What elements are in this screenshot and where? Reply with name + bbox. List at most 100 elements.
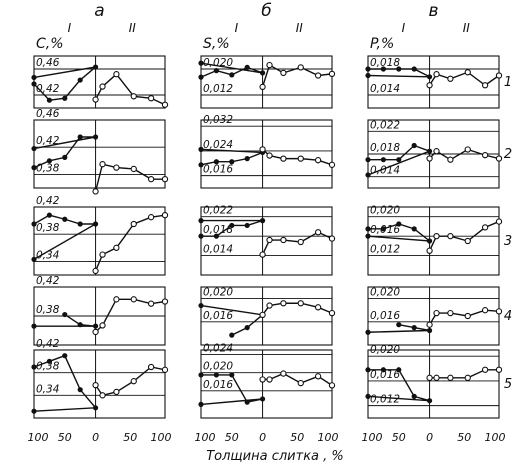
data-point-open [99,83,106,90]
series-line-left [33,65,98,101]
data-point-filled [365,233,371,239]
data-point-filled [411,66,417,72]
data-point-open [433,71,440,78]
data-point-open [328,382,336,389]
data-point-open [464,312,471,320]
y-axis-label: S,% [203,36,230,52]
data-point-open [280,300,287,307]
data-point-filled [365,66,371,72]
data-point-filled [426,238,433,244]
data-point-open [426,155,433,162]
data-point-open [99,392,106,399]
x-tick-label: 50 [392,431,406,444]
data-point-open [259,376,266,383]
data-point-open [259,83,266,91]
data-point-filled [31,323,37,329]
data-point-open [147,363,155,371]
data-point-filled [229,222,235,229]
series-line-left [367,324,430,333]
data-point-filled [365,72,371,79]
data-point-open [481,224,489,231]
data-point-open [447,75,454,82]
data-point-filled [380,66,386,72]
data-point-filled [365,329,371,335]
data-point-open [426,247,433,254]
data-point-filled [365,157,371,163]
data-point-filled [198,60,204,66]
series-line-right [429,369,499,379]
data-point-open [314,72,322,79]
data-point-filled [31,408,37,414]
data-point-open [481,151,489,159]
row-label: 2 [504,147,512,162]
data-point-open [297,300,304,307]
data-point-open [113,71,120,78]
data-point-open [266,61,273,69]
panel-frame [367,286,500,346]
data-point-open [113,164,120,171]
y-tick-label: 0,34 [36,249,59,261]
x-tick-label: 100 [485,431,506,444]
data-point-filled [426,148,433,154]
data-point-open [314,157,322,164]
y-tick-label: 0,016 [203,164,233,176]
data-point-filled [198,218,204,224]
data-point-open [147,95,155,102]
series-line-left [200,62,263,78]
data-point-filled [62,154,68,160]
section-label: II [463,21,471,35]
row-label: 3 [504,234,512,249]
series-line-right [429,148,500,161]
y-tick-label: 0,020 [370,287,400,299]
data-point-open [280,370,287,377]
section-label: I [402,21,406,35]
series-line-left [200,148,263,166]
data-point-filled [77,387,83,393]
y-tick-label: 0,46 [36,57,60,69]
data-point-open [464,146,471,153]
data-point-filled [31,221,37,227]
y-tick-label: 0,014 [370,83,400,95]
data-point-open [464,69,471,76]
data-point-open [130,165,137,173]
y-tick-label: 0,022 [370,119,400,131]
data-point-open [113,296,120,303]
data-point-filled [259,70,266,76]
y-tick-label: 0,018 [203,224,233,236]
data-point-filled [229,72,235,78]
data-point-filled [229,372,235,378]
data-point-filled [198,401,204,407]
y-tick-label: 0,024 [203,343,233,355]
data-point-open [147,214,155,221]
data-point-filled [198,162,204,168]
data-point-open [259,146,266,153]
series-line-right [94,163,165,192]
data-point-filled [365,393,371,399]
data-point-filled [213,372,219,378]
data-point-open [113,388,120,396]
y-tick-label: 0,016 [370,369,400,381]
data-point-open [259,251,266,258]
y-axis-label: P,% [370,36,394,52]
data-point-open [161,212,169,219]
data-point-open [464,237,471,245]
data-point-open [259,311,266,318]
data-point-open [130,220,137,228]
y-tick-label: 0,024 [203,139,233,151]
row-label: 1 [504,75,512,90]
data-point-open [314,373,322,380]
y-tick-label: 0,42 [36,195,60,207]
data-point-filled [365,172,371,178]
y-tick-label: 0,42 [36,338,60,350]
data-point-filled [31,256,37,262]
data-point-filled [198,302,204,309]
data-point-open [447,156,454,163]
data-point-open [433,148,440,155]
data-point-filled [62,311,68,318]
panel-frame [200,55,333,109]
y-tick-label: 0,020 [203,287,233,299]
section-label: I [68,21,72,35]
data-point-filled [62,353,68,359]
y-tick-label: 0,020 [370,344,400,356]
y-tick-label: 0,018 [370,57,400,69]
